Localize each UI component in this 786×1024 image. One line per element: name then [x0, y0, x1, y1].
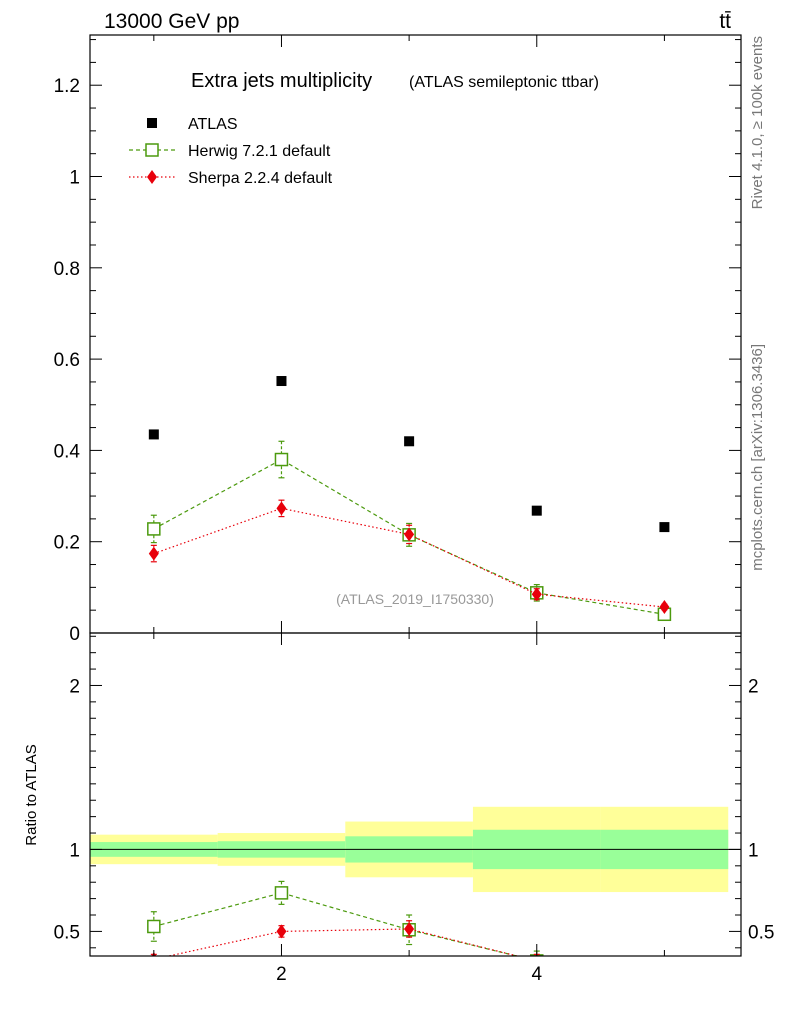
herwig-ratio-point — [274, 886, 289, 900]
atlas-point — [659, 522, 670, 533]
legend-label-herwig: Herwig 7.2.1 default — [188, 143, 331, 160]
atlas-point — [276, 376, 287, 387]
ratio-y-tick-label-left: 0.5 — [54, 922, 80, 943]
ratio-y-tick-label-right: 0.5 — [748, 922, 774, 943]
y-tick-label: 0.2 — [54, 533, 80, 554]
y-tick-label: 0.4 — [54, 441, 81, 462]
ratio-ylabel: Ratio to ATLAS — [23, 744, 40, 845]
ratio-y-tick-label-right: 2 — [748, 676, 759, 697]
y-tick-label: 1 — [69, 168, 80, 189]
rivet-label: Rivet 4.1.0, ≥ 100k events — [749, 36, 766, 209]
x-tick-label: 2 — [276, 964, 287, 985]
sherpa-point — [148, 546, 159, 561]
analysis-watermark: (ATLAS_2019_I1750330) — [336, 591, 494, 607]
sherpa-point — [276, 501, 287, 516]
mcplots-label: mcplots.cern.ch [arXiv:1306.3436] — [749, 344, 766, 571]
legend-marker-sherpa — [147, 170, 157, 184]
sherpa-point — [404, 527, 415, 542]
sherpa-point — [659, 599, 670, 614]
sherpa-ratio-point — [404, 921, 415, 936]
herwig-point — [274, 452, 289, 467]
atlas-point — [148, 429, 159, 440]
y-tick-label: 0.6 — [54, 350, 80, 371]
legend-label-atlas: ATLAS — [188, 116, 238, 133]
herwig-ratio-line — [153, 892, 520, 956]
chart-title: Extra jets multiplicity — [191, 70, 372, 92]
ratio-panel-marks — [147, 880, 544, 956]
sherpa-point — [531, 587, 542, 602]
sherpa-line — [153, 507, 665, 608]
process-label: tt̄ — [719, 10, 731, 33]
y-tick-label: 0.8 — [54, 259, 80, 280]
y-tick-label: 0 — [69, 624, 80, 645]
main-panel-marks — [147, 376, 672, 622]
herwig-point — [147, 522, 161, 536]
legend-marker-herwig — [145, 143, 159, 157]
atlas-point — [531, 505, 542, 516]
ratio-y-tick-label-right: 1 — [748, 840, 759, 861]
ratio-y-tick-label-left: 2 — [69, 676, 80, 697]
sherpa-ratio-point — [276, 924, 287, 939]
energy-label: 13000 GeV pp — [104, 10, 239, 33]
legend-label-sherpa: Sherpa 2.2.4 default — [188, 170, 333, 187]
axis-tick-labels: 0 0.2 0.4 0.6 0.8 1 1.2 0.5 0.5 1 1 2 2 2 4 — [54, 76, 775, 985]
ratio-panel-frame — [89, 632, 742, 957]
legend: ATLAS Herwig 7.2.1 default Sherpa 2.2.4 … — [129, 116, 333, 187]
ratio-y-tick-label-left: 1 — [69, 840, 80, 861]
herwig-ratio-point — [147, 919, 161, 934]
sherpa-ratio-line — [166, 928, 520, 956]
herwig-line — [153, 458, 665, 615]
legend-marker-atlas — [147, 118, 157, 128]
atlas-point — [404, 436, 415, 447]
chart-subtitle: (ATLAS semileptonic ttbar) — [409, 74, 599, 91]
axis-ticks — [90, 35, 741, 956]
y-tick-label: 1.2 — [54, 76, 80, 97]
x-tick-label: 4 — [531, 964, 542, 985]
